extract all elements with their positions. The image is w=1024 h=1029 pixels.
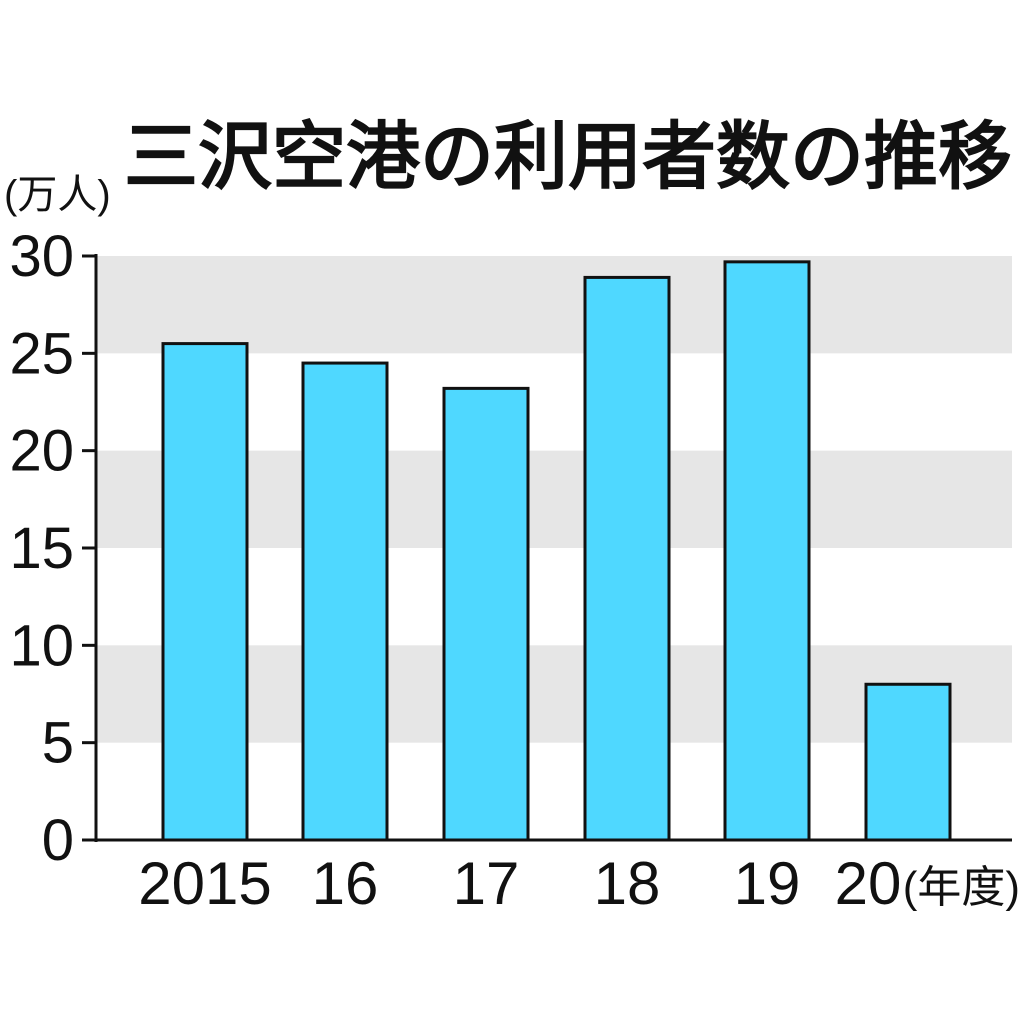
- grid-band-1: [96, 450, 1012, 548]
- bar-2015: [161, 342, 249, 842]
- x-tick-label-2015: 2015: [138, 850, 271, 917]
- y-axis-unit-label: (万人): [4, 173, 111, 217]
- y-tick-label-30: 30: [9, 224, 74, 289]
- bar-19: [723, 260, 811, 842]
- bar-18: [583, 275, 671, 842]
- bar-17: [442, 386, 530, 842]
- y-tick-label-15: 15: [9, 516, 74, 581]
- x-tick-label-20: 20: [835, 850, 902, 917]
- grid-bands: [96, 256, 1012, 743]
- x-tick-label-18: 18: [594, 850, 661, 917]
- y-tick-label-25: 25: [9, 321, 74, 386]
- y-tick-label-10: 10: [9, 613, 74, 678]
- bar-20: [864, 682, 952, 842]
- grid-band-0: [96, 256, 1012, 354]
- chart-title: 三沢空港の利用者数の推移: [124, 114, 1012, 200]
- bars: [161, 260, 952, 842]
- x-axis-unit-label: (年度): [903, 863, 1020, 912]
- bar-16: [301, 361, 389, 842]
- y-axis: [82, 254, 1012, 842]
- grid-band-2: [96, 645, 1012, 743]
- x-tick-labels: 2015 16 17 18 19 20: [138, 850, 901, 917]
- y-tick-labels: 0 5 10 15 20 25 30: [9, 224, 74, 873]
- y-tick-label-0: 0: [42, 808, 74, 873]
- y-tick-label-5: 5: [42, 711, 74, 776]
- x-tick-label-16: 16: [312, 850, 379, 917]
- x-tick-label-17: 17: [453, 850, 520, 917]
- x-tick-label-19: 19: [734, 850, 801, 917]
- y-tick-label-20: 20: [9, 419, 74, 484]
